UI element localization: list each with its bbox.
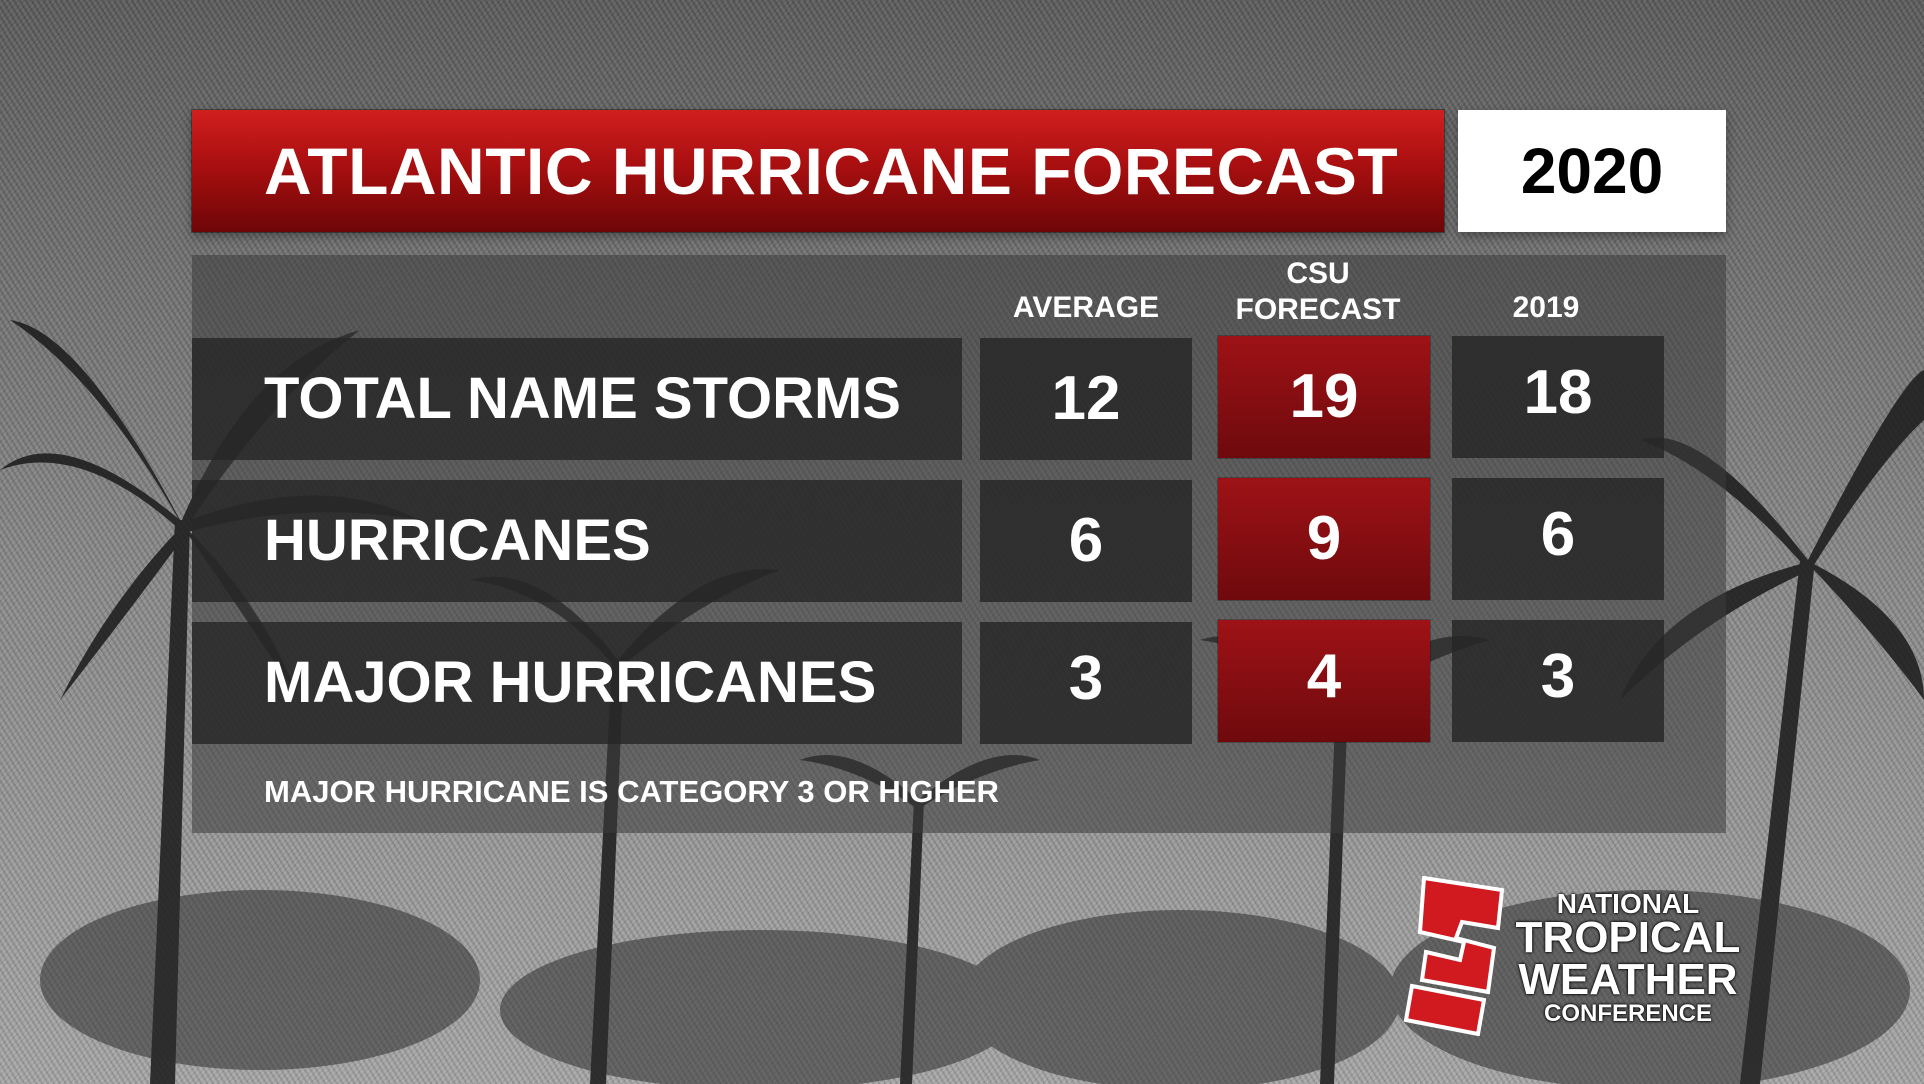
cell-csu-forecast: 19 — [1218, 336, 1430, 458]
table-row-total-named-storms: TOTAL NAME STORMS — [192, 338, 962, 460]
row-label: MAJOR HURRICANES — [264, 650, 877, 715]
logo-line3: WEATHER — [1518, 955, 1738, 1004]
footnote: MAJOR HURRICANE IS CATEGORY 3 OR HIGHER — [264, 774, 999, 809]
row-label: TOTAL NAME STORMS — [264, 366, 901, 431]
cell-average: 3 — [980, 622, 1192, 744]
cell-2019: 18 — [1452, 336, 1664, 458]
ntwc-logo: NATIONAL TROPICAL WEATHER CONFERENCE — [1402, 876, 1744, 1036]
cell-2019: 3 — [1452, 620, 1664, 742]
year-box: 2020 — [1458, 110, 1726, 232]
row-label: HURRICANES — [264, 508, 651, 573]
column-header-forecast-label: FORECAST — [1235, 293, 1401, 326]
cell-average: 6 — [980, 480, 1192, 602]
column-header-2019-label: 2019 — [1512, 291, 1580, 324]
column-header-csu-label: CSU — [1286, 257, 1350, 290]
ntwc-logo-mark — [1403, 876, 1505, 1036]
year-label: 2020 — [1520, 135, 1664, 207]
column-header-csu-forecast: CSU FORECAST — [1212, 256, 1424, 328]
cell-2019: 6 — [1452, 478, 1664, 600]
logo-line4: CONFERENCE — [1543, 1000, 1712, 1027]
page-title: ATLANTIC HURRICANE FORECAST — [264, 134, 1399, 208]
cell-average: 12 — [980, 338, 1192, 460]
title-bar: ATLANTIC HURRICANE FORECAST — [192, 110, 1444, 232]
table-row-major-hurricanes: MAJOR HURRICANES — [192, 622, 962, 744]
table-row-hurricanes: HURRICANES — [192, 480, 962, 602]
column-header-average-label: AVERAGE — [1012, 291, 1160, 324]
logo-line2: TROPICAL — [1515, 913, 1741, 962]
cell-csu-forecast: 9 — [1218, 478, 1430, 600]
column-header-2019: 2019 — [1440, 290, 1652, 326]
cell-csu-forecast: 4 — [1218, 620, 1430, 742]
column-header-average: AVERAGE — [980, 290, 1192, 326]
logo-line1: NATIONAL — [1556, 888, 1700, 919]
